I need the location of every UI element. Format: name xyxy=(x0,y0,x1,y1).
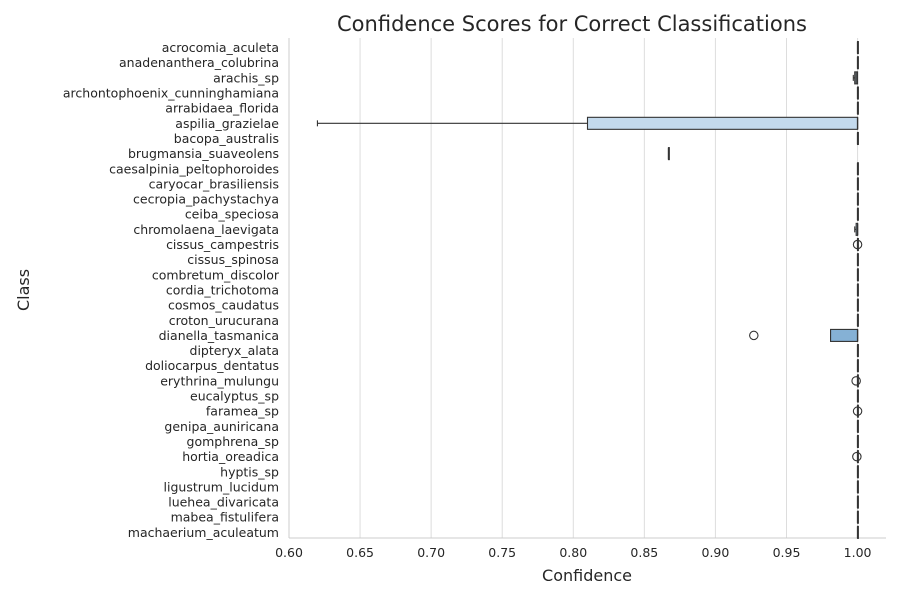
outlier-point xyxy=(852,451,862,462)
x-tick-label: 1.00 xyxy=(844,545,872,560)
x-axis-title: Confidence xyxy=(542,566,632,585)
y-tick-label: caesalpinia_peltophoroides xyxy=(109,161,279,176)
y-tick-label: ceiba_speciosa xyxy=(185,207,279,222)
x-tick-label: 0.65 xyxy=(346,545,374,560)
y-tick-label: chromolaena_laevigata xyxy=(133,222,279,237)
y-tick-label: cissus_spinosa xyxy=(187,252,279,267)
y-tick-label: arachis_sp xyxy=(213,70,279,85)
y-tick-label: doliocarpus_dentatus xyxy=(145,358,279,373)
x-tick-label: 0.75 xyxy=(488,545,516,560)
x-tick-label: 0.95 xyxy=(773,545,801,560)
y-tick-label: caryocar_brasiliensis xyxy=(149,176,279,191)
x-tick-label: 0.85 xyxy=(630,545,658,560)
outlier-point xyxy=(749,330,759,341)
y-tick-label: cissus_campestris xyxy=(166,237,279,252)
x-tick-label: 0.90 xyxy=(702,545,730,560)
y-tick-label: archontophoenix_cunninghamiana xyxy=(63,86,279,101)
y-tick-label: mabea_fistulifera xyxy=(171,510,279,525)
y-tick-label: ligustrum_lucidum xyxy=(164,479,279,494)
y-tick-label: brugmansia_suaveolens xyxy=(128,146,279,161)
y-tick-label: gomphrena_sp xyxy=(187,434,280,449)
y-tick-label: erythrina_mulungu xyxy=(160,373,279,388)
y-tick-label: anadenanthera_colubrina xyxy=(119,55,279,70)
y-tick-label: aspilia_grazielae xyxy=(175,116,279,131)
x-tick-label: 0.70 xyxy=(417,545,445,560)
y-tick-label: dipteryx_alata xyxy=(190,343,279,358)
box xyxy=(830,328,859,342)
y-tick-label: hortia_oreadica xyxy=(182,449,279,464)
y-axis-title: Class xyxy=(14,269,33,311)
y-tick-label: cordia_trichotoma xyxy=(166,282,279,297)
outlier-point xyxy=(852,406,863,416)
box xyxy=(586,116,859,130)
y-tick-label: genipa_auniricana xyxy=(164,419,279,434)
box-layer xyxy=(316,41,863,539)
x-tick-label: 0.60 xyxy=(275,545,303,560)
x-tick-label: 0.80 xyxy=(559,545,587,560)
y-tick-label: croton_urucurana xyxy=(169,313,279,328)
y-tick-label: acrocomia_aculeta xyxy=(162,40,279,55)
y-tick-label: faramea_sp xyxy=(206,404,279,419)
outlier-point xyxy=(852,239,863,250)
y-tick-label: luehea_divaricata xyxy=(168,495,279,510)
y-tick-label: cosmos_caudatus xyxy=(168,298,279,313)
outlier-point xyxy=(851,376,861,386)
tick-layer: 0.60 0.65 0.70 0.75 0.80 0.85 0.90 0.95 1.00 acro… xyxy=(63,40,872,560)
y-tick-label: eucalyptus_sp xyxy=(190,389,279,404)
y-tick-label: machaerium_aculeatum xyxy=(128,525,279,540)
y-tick-label: cecropia_pachystachya xyxy=(133,192,279,207)
y-tick-label: bacopa_australis xyxy=(174,131,279,146)
chart-title: Confidence Scores for Correct Classifica… xyxy=(337,12,807,36)
y-tick-label: combretum_discolor xyxy=(152,267,280,282)
y-tick-label: hyptis_sp xyxy=(220,464,279,479)
y-tick-label: dianella_tasmanica xyxy=(159,328,279,343)
y-tick-label: arrabidaea_florida xyxy=(165,101,279,116)
